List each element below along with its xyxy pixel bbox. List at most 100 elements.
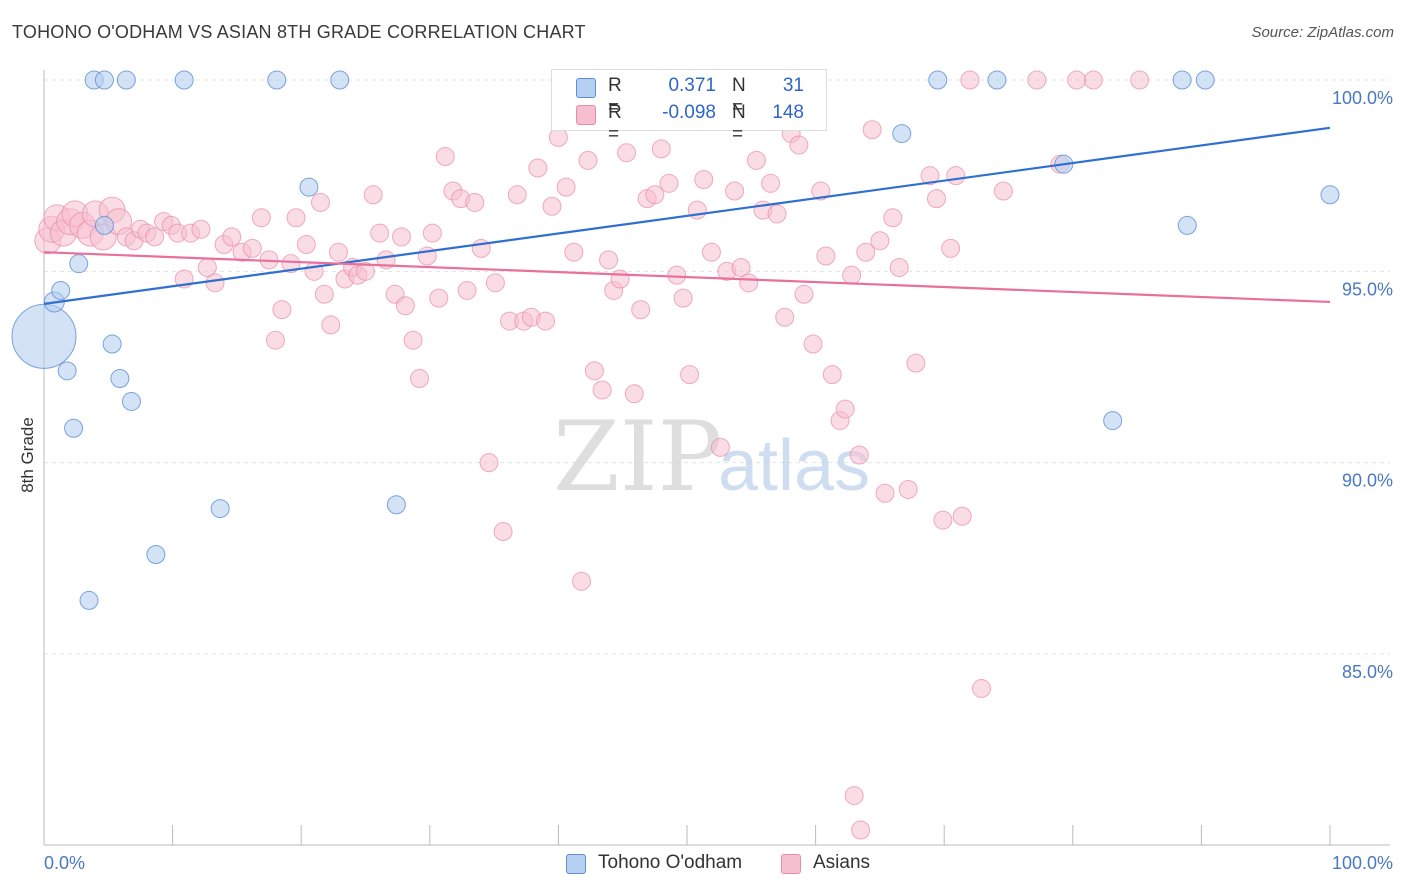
asians-point (694, 169, 714, 189)
asians-point (775, 307, 795, 327)
legend-r-value: 0.371 (668, 75, 716, 96)
tohono-point (386, 495, 406, 515)
asians-point (222, 227, 242, 247)
tohono-point (64, 418, 84, 438)
asians-point (191, 219, 211, 239)
asians-point (556, 177, 576, 197)
asians-point (251, 208, 271, 228)
asians-point (592, 380, 612, 400)
legend-swatch-blue (576, 78, 596, 98)
tohono-point (1177, 215, 1197, 235)
tohono-point (69, 254, 89, 274)
legend-r-label: R = (608, 102, 622, 145)
tohono-point (11, 303, 77, 369)
asians-point (457, 280, 477, 300)
asians-point (370, 223, 390, 243)
asians-point (272, 300, 292, 320)
tohono-point (267, 70, 287, 90)
asians-point (941, 238, 961, 258)
legend-swatch-pink (576, 105, 596, 125)
asians-point (548, 127, 568, 147)
asians-point (507, 185, 527, 205)
trend-lines (43, 126, 1331, 305)
legend-n-label: N = (732, 102, 746, 145)
x-tick-label: 0.0% (44, 853, 85, 873)
tohono-point (102, 334, 122, 354)
bottom-legend-label-asians: Asians (813, 852, 871, 873)
watermark-atlas: atlas (718, 426, 870, 506)
asians-point (242, 238, 262, 258)
asians-point (870, 231, 890, 251)
asians-point (701, 242, 721, 262)
asians-point (584, 361, 604, 381)
asians-point (479, 453, 499, 473)
asians-point (811, 181, 831, 201)
asians-point (889, 258, 909, 278)
tohono-point (892, 124, 912, 144)
asians-point (844, 786, 864, 806)
tohono-point (146, 545, 166, 565)
bottom-legend-swatch-pink (781, 854, 801, 874)
asians-point (429, 288, 449, 308)
asians-point (1067, 70, 1087, 90)
asians-point (851, 820, 871, 840)
asians-point (624, 384, 644, 404)
tick-labels: 85.0% 90.0% 95.0% 100.0% 0.0% 100.0% (44, 88, 1393, 873)
tohono-point (57, 361, 77, 381)
source-label: Source: ZipAtlas.com (1251, 24, 1394, 41)
bottom-legend-label-tohono: Tohono O'odham (598, 852, 743, 873)
tohono-point (1103, 411, 1123, 431)
asians-point (363, 185, 383, 205)
asians-point (883, 208, 903, 228)
bottom-legend-swatch-blue (566, 854, 586, 874)
watermark-zip: ZIP (553, 401, 722, 513)
asians-point (645, 185, 665, 205)
asians-point (816, 246, 836, 266)
asians-point (542, 196, 562, 216)
asians-point (286, 208, 306, 228)
asians-point (667, 265, 687, 285)
asians-point (731, 258, 751, 278)
asians-point (789, 135, 809, 155)
asians-point (493, 522, 513, 542)
asians-point (767, 204, 787, 224)
asians-point (610, 269, 630, 289)
x-tick-label: 100.0% (1332, 853, 1393, 873)
asians-point (952, 506, 972, 526)
tohono-point (174, 70, 194, 90)
asians-point (435, 147, 455, 167)
asians-point (822, 365, 842, 385)
asians-point (485, 273, 505, 293)
tohono-points (11, 70, 1340, 610)
tohono-point (116, 70, 136, 90)
asians-point (1083, 70, 1103, 90)
y-tick-label: 90.0% (1342, 471, 1393, 491)
asians-point (145, 227, 165, 247)
tohono-point (1172, 70, 1192, 90)
asians-point (528, 158, 548, 178)
asians-point (410, 368, 430, 388)
y-tick-label: 95.0% (1342, 279, 1393, 299)
asians-point (205, 273, 225, 293)
asians-point (572, 571, 592, 591)
asians-point (673, 288, 693, 308)
gridlines (44, 79, 1390, 655)
asians-point (310, 192, 330, 212)
asians-point (710, 437, 730, 457)
asians-point (321, 315, 341, 335)
asians-point (403, 330, 423, 350)
asians-point (761, 173, 781, 193)
asians-point (617, 143, 637, 163)
legend-n-value: 31 (782, 75, 804, 96)
y-axis-title: 8th Grade (18, 417, 37, 493)
tohono-point (330, 70, 350, 90)
asians-point (739, 273, 759, 293)
legend-n-label: N = (732, 75, 746, 118)
tohono-point (1320, 185, 1340, 205)
asians-point (803, 334, 823, 354)
asians-point (920, 166, 940, 186)
tohono-trend-line (43, 126, 1331, 305)
chart-title: TOHONO O'ODHAM VS ASIAN 8TH GRADE CORREL… (12, 22, 586, 42)
asians-point (392, 227, 412, 247)
